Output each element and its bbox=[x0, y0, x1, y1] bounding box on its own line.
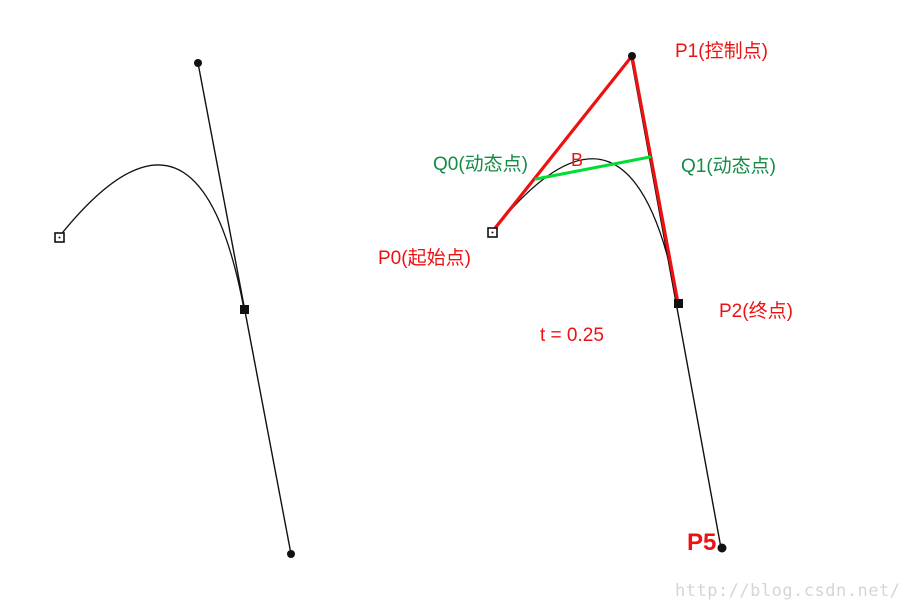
left-top-handle-dot bbox=[194, 59, 202, 67]
left-anchor-point-marker bbox=[240, 305, 249, 314]
left-bezier-curve bbox=[58, 164, 245, 310]
interpolation-segment-q0-q1 bbox=[534, 155, 652, 181]
p0-start-point-center-dot bbox=[491, 231, 494, 234]
left-bottom-handle-dot bbox=[287, 550, 295, 558]
label-q1-dynamic-point: Q1(动态点) bbox=[681, 155, 776, 177]
control-polygon-segment-p1-p2 bbox=[630, 54, 680, 305]
label-q0-dynamic-point: Q0(动态点) bbox=[433, 153, 528, 175]
p5-handle-dot bbox=[717, 543, 727, 553]
label-p5: P5 bbox=[687, 529, 716, 556]
csdn-blog-watermark: http://blog.csdn.net/ bbox=[675, 581, 900, 601]
left-figure bbox=[54, 59, 295, 558]
right-bezier-curve bbox=[491, 158, 679, 304]
label-b-curve-point: B bbox=[571, 150, 583, 170]
label-p1-control-point: P1(控制点) bbox=[675, 40, 768, 62]
label-p2-end-point: P2(终点) bbox=[719, 300, 793, 322]
label-t-value: t = 0.25 bbox=[540, 325, 604, 346]
p2-end-point-marker bbox=[674, 299, 683, 308]
label-p0-start-point: P0(起始点) bbox=[378, 247, 471, 269]
right-figure: P1(控制点) Q0(动态点) B Q1(动态点) P0(起始点) P2(终点)… bbox=[378, 40, 793, 556]
p1-control-point-dot bbox=[628, 52, 636, 60]
left-start-point-center-dot bbox=[58, 236, 61, 239]
control-polygon-segment-p0-p1 bbox=[490, 54, 634, 234]
